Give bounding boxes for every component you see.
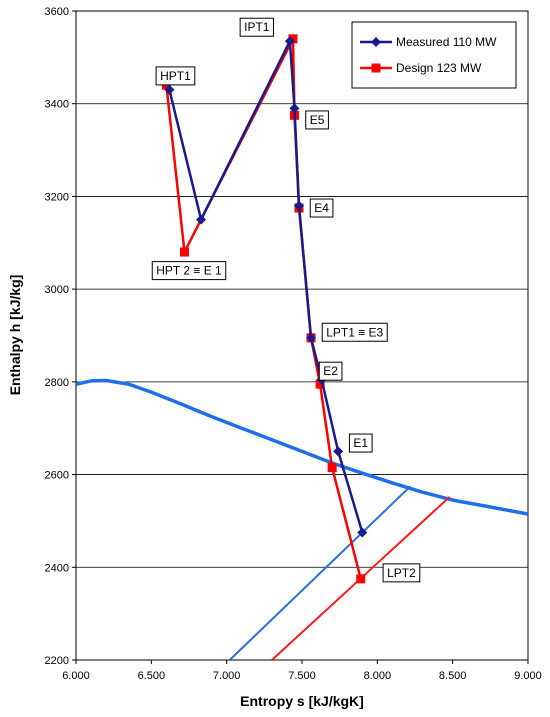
y-tick-label: 2400 — [45, 562, 69, 574]
series-clip-group — [76, 34, 528, 660]
measured-point — [306, 332, 317, 343]
legend: Measured 110 MW Design 123 MW — [351, 21, 517, 89]
series-0 — [164, 36, 368, 538]
y-tick-label: 2600 — [45, 470, 69, 482]
legend-label: Design 123 MW — [396, 61, 482, 75]
x-tick-label: 6.000 — [62, 670, 90, 682]
svg-text:HPT1: HPT1 — [160, 69, 191, 83]
x-tick-label: 8.000 — [364, 670, 392, 682]
measured-point — [164, 84, 175, 95]
series-layer — [76, 34, 528, 660]
x-tick-label: 9.000 — [514, 670, 542, 682]
annotation-label: E5 — [305, 110, 329, 130]
grid-lines — [76, 103, 528, 568]
design-point — [356, 574, 366, 584]
x-axis-title: Entropy s [kJ/kgK] — [240, 693, 364, 709]
svg-text:IPT1: IPT1 — [244, 20, 270, 34]
annotation-label: HPT 2 ≡ E 1 — [151, 261, 227, 281]
series-line — [165, 37, 363, 580]
annotation-label: E4 — [309, 198, 334, 218]
annotation-label: HPT1 — [155, 66, 196, 86]
x-tick-label: 6.500 — [138, 670, 166, 682]
design-point — [288, 34, 298, 44]
y-tick-label: 2200 — [45, 655, 69, 667]
series-line — [168, 39, 364, 533]
measured-point — [293, 200, 304, 211]
y-tick-label: 3600 — [45, 6, 69, 18]
measured-point — [289, 103, 300, 114]
measured-point — [357, 527, 368, 538]
annotation-label: IPT1 — [239, 17, 274, 37]
svg-text:E1: E1 — [353, 436, 368, 450]
series-2 — [76, 378, 528, 516]
legend-label: Measured 110 MW — [396, 35, 497, 49]
series-line — [76, 378, 528, 516]
design-point — [315, 379, 325, 389]
y-tick-label: 3200 — [45, 191, 69, 203]
design-point — [327, 463, 337, 473]
legend-entry: Design 123 MW — [360, 61, 482, 75]
plot-area-frame — [75, 10, 529, 661]
annotation-label: LPT2 — [382, 563, 421, 583]
svg-text:E5: E5 — [310, 113, 325, 127]
svg-text:E2: E2 — [323, 364, 338, 378]
measured-point — [196, 214, 207, 225]
measured-point — [333, 446, 344, 457]
x-tick-label: 7.500 — [288, 670, 316, 682]
series-3 — [229, 485, 412, 660]
y-axis-title: Enthalpy h [kJ/kg] — [7, 275, 23, 396]
annotations: HPT1 IPT1 E5 E4 HPT 2 ≡ E 1 LPT1 ≡ E3 E2 E1 LPT2 — [151, 17, 421, 583]
annotation-label: LPT1 ≡ E3 — [321, 322, 388, 342]
measured-point — [284, 36, 295, 47]
svg-text:LPT1 ≡ E3: LPT1 ≡ E3 — [326, 325, 383, 339]
series-line — [229, 485, 412, 660]
svg-text:LPT2: LPT2 — [387, 566, 416, 580]
series-1 — [161, 34, 366, 584]
legend-entry: Measured 110 MW — [360, 35, 497, 49]
design-point — [179, 247, 189, 257]
svg-text:E4: E4 — [314, 201, 329, 215]
legend-box — [351, 21, 517, 89]
annotation-label: E1 — [348, 433, 373, 453]
y-tick-label: 2800 — [45, 377, 69, 389]
y-tick-label: 3400 — [45, 99, 69, 111]
x-tick-label: 8.500 — [439, 670, 467, 682]
x-tick-label: 7.000 — [213, 670, 241, 682]
svg-text:HPT 2 ≡ E 1: HPT 2 ≡ E 1 — [156, 264, 222, 278]
y-tick-label: 3000 — [45, 284, 69, 296]
axis-ticks: 2200 2400 2600 2800 3000 3200 3400 3600 6.000 6.5… — [45, 6, 542, 682]
annotation-label: E2 — [318, 361, 343, 381]
